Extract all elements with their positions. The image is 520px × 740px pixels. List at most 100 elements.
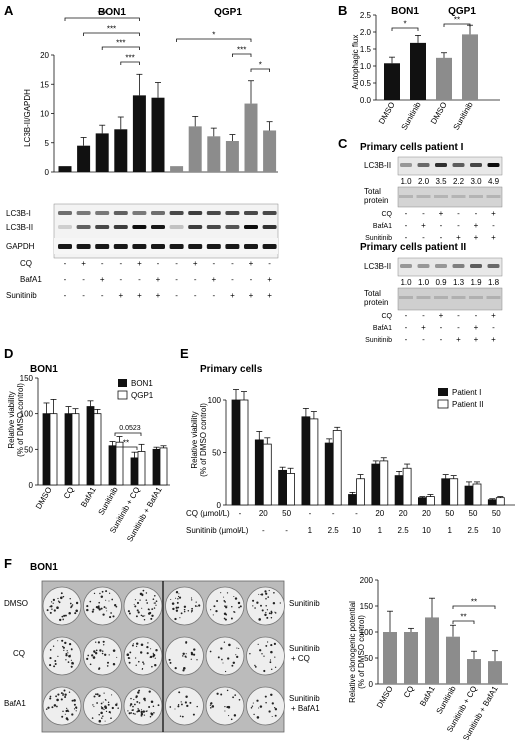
y-tick-label: 100 <box>208 396 222 405</box>
colony-dot <box>128 612 131 615</box>
colony-dot <box>252 605 254 607</box>
colony-dot <box>86 608 89 612</box>
colony-dot <box>270 693 273 697</box>
x-tick-label: Sunitinib <box>400 100 423 132</box>
colony-dot <box>60 698 63 701</box>
colony-dot <box>274 714 277 717</box>
colony-dot <box>105 599 107 601</box>
colony-dot <box>66 707 68 710</box>
colony-dot <box>189 701 192 704</box>
colony-dot <box>62 710 64 713</box>
colony-dot <box>256 716 260 719</box>
colony-dot <box>97 641 100 644</box>
colony-dot <box>140 710 143 714</box>
colony-dot <box>265 644 268 647</box>
colony-dot <box>131 709 134 711</box>
colony-dot <box>75 609 78 613</box>
colony-dot <box>95 649 98 652</box>
significance-label: * <box>259 61 262 70</box>
colony-dot <box>142 589 145 592</box>
band-gapdh <box>225 244 240 249</box>
treatment-label: Sunitinib <box>365 235 392 242</box>
treatment-symbol: - <box>64 291 67 300</box>
bar <box>417 497 427 506</box>
band-gapdh <box>262 244 277 249</box>
colony-well <box>123 686 163 726</box>
panel-e-dose-grid: - 20 50 - - - 20 20 20 50 50 50 - - - 1 2.5 10 1 2.5 10 1 2.5 1… <box>239 509 502 535</box>
colony-dot <box>231 606 233 608</box>
colony-dot <box>258 707 260 709</box>
colony-dot <box>135 642 139 645</box>
bar <box>472 483 482 506</box>
colony-dot <box>71 604 74 606</box>
colony-dot <box>143 618 146 621</box>
colony-dot <box>178 596 182 599</box>
colony-dot <box>54 660 57 662</box>
colony-dot <box>148 609 150 611</box>
colony-dot <box>56 705 58 708</box>
treatment-symbol: - <box>457 323 460 332</box>
colony-dot <box>149 655 153 659</box>
dose-value-sunitinib: - <box>262 526 265 535</box>
colony-dot <box>269 659 272 661</box>
bar <box>384 63 400 100</box>
band-gapdh <box>95 244 110 249</box>
colony-dot <box>152 705 155 707</box>
colony-dot <box>112 662 116 666</box>
colony-label-bafa1: BafA1 <box>4 699 26 708</box>
colony-dot <box>68 691 71 693</box>
x-tick-label: DMSO <box>375 685 395 710</box>
colony-dot <box>98 714 100 716</box>
significance-label: ** <box>454 16 460 25</box>
colony-dot <box>148 690 151 693</box>
colony-dot <box>101 707 104 710</box>
colony-dot <box>233 714 237 717</box>
colony-dot <box>69 598 71 600</box>
colony-dot <box>62 619 64 621</box>
colony-dot <box>98 667 101 670</box>
colony-dot <box>155 600 158 603</box>
colony-dot <box>266 616 269 619</box>
colony-dot <box>169 661 172 664</box>
bar <box>49 413 58 486</box>
colony-dot <box>177 704 180 706</box>
band-lc3b-ii <box>169 225 184 229</box>
colony-label-dmso: DMSO <box>4 599 28 608</box>
colony-dot <box>65 654 68 657</box>
colony-dot <box>190 597 193 599</box>
treatment-symbol: + <box>137 291 142 300</box>
band-lc3b-ii <box>58 225 72 229</box>
colony-wells <box>42 586 285 726</box>
panel-a-western-blot <box>53 203 279 259</box>
colony-dot <box>108 592 111 594</box>
y-tick-label: 0 <box>217 501 222 510</box>
panel-d-significance: ** 0.0523 <box>114 425 142 450</box>
treatment-symbol: - <box>231 259 234 268</box>
colony-dot <box>183 667 186 670</box>
panel-c-title-2: Primary cells patient II <box>360 242 466 253</box>
bar <box>207 136 221 172</box>
colony-dot <box>70 659 72 661</box>
colony-dot <box>196 705 198 708</box>
significance-label: * <box>403 20 406 29</box>
significance-label: *** <box>116 39 125 48</box>
colony-dot <box>105 590 108 593</box>
treatment-symbol: + <box>474 233 479 242</box>
significance-label: *** <box>107 25 116 34</box>
colony-dot <box>270 616 273 619</box>
colony-dot <box>65 652 67 655</box>
blot-label-lc3b-ii: LC3B-II <box>6 223 33 232</box>
colony-dot <box>265 592 268 595</box>
y-tick-label: 0 <box>29 481 34 490</box>
quant-value: 2.0 <box>418 177 430 186</box>
colony-dot <box>137 691 140 694</box>
treatment-symbol: - <box>194 275 197 284</box>
band-gapdh <box>132 244 147 249</box>
panel-b-significance: * ** <box>391 16 471 31</box>
colony-dot <box>51 706 54 709</box>
treatment-symbol: + <box>474 323 479 332</box>
bar <box>425 617 439 684</box>
colony-label-sunitinib-bafa1-1: Sunitinib <box>289 694 320 703</box>
colony-dot <box>64 695 67 699</box>
